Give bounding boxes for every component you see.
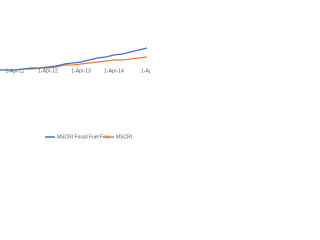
chart: 1-Apr-11 1-Apr-12 1-Apr-13 1-Apr-14 1-Apr MSC…	[0, 47, 150, 140]
x-tick-label: 1-Apr-14	[104, 68, 124, 74]
legend-label: MSCRI Fossil Fuel Free	[57, 134, 111, 140]
x-tick-label: 1-Apr-11	[5, 68, 24, 74]
x-tick-label: 1-Apr-12	[38, 68, 58, 74]
x-tick-label: 1-Apr	[141, 68, 150, 74]
line	[0, 47, 148, 71]
x-tick-label: 1-Apr-13	[71, 68, 91, 74]
legend-label: MSCRI	[116, 134, 132, 140]
